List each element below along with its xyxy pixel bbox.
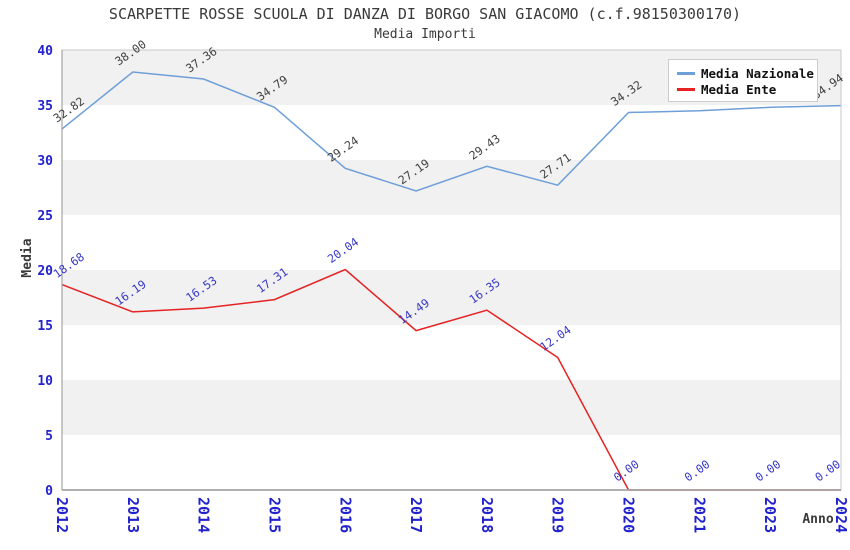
point-label-media-ente: 0.00 [753,457,784,484]
y-tick-label: 5 [45,429,53,444]
chart-subtitle: Media Importi [374,27,476,42]
legend-item-media-ente: Media Ente [677,81,817,97]
y-tick-label: 20 [37,264,53,279]
plot-band [62,270,841,325]
x-tick-label: 2016 [336,497,354,533]
plot-band [62,380,841,435]
legend-swatch-media-ente [677,87,695,91]
legend-swatch-media-nazionale [677,71,695,75]
point-label-media-ente: 0.00 [812,457,843,484]
x-axis-title: Anno [802,512,833,527]
x-tick-label: 2014 [195,497,213,533]
y-tick-label: 40 [37,44,53,59]
x-tick-label: 2017 [407,497,425,533]
x-tick-label: 2019 [549,497,567,533]
series-line-media-nazionale [61,71,842,192]
y-tick-label: 25 [37,209,53,224]
x-tick-label: 2024 [832,497,850,533]
legend-label-media-nazionale: Media Nazionale [701,65,814,81]
chart-title: SCARPETTE ROSSE SCUOLA DI DANZA DI BORGO… [108,5,742,23]
y-axis-title: Media [20,238,35,277]
x-tick-label: 2015 [265,497,283,533]
point-label-media-ente: 0.00 [682,457,713,484]
plot-band [62,160,841,215]
y-tick-label: 30 [37,154,53,169]
point-label-media-ente: 20.04 [325,235,361,266]
x-tick-label: 2021 [690,497,708,533]
legend-item-media-nazionale: Media Nazionale [677,65,817,81]
x-tick-label: 2023 [761,497,779,533]
point-label-media-nazionale: 29.43 [466,131,502,162]
x-tick-label: 2018 [478,497,496,533]
x-tick-label: 2020 [620,497,638,533]
point-label-media-ente: 12.04 [537,323,573,354]
y-tick-label: 15 [37,319,53,334]
legend: Media Nazionale Media Ente [668,59,818,102]
y-tick-label: 0 [45,484,53,499]
y-tick-label: 35 [37,99,53,114]
y-tick-label: 10 [37,374,53,389]
point-label-media-ente: 0.00 [611,457,642,484]
x-tick-label: 2013 [124,497,142,533]
legend-label-media-ente: Media Ente [701,81,777,97]
x-tick-label: 2012 [53,497,71,533]
